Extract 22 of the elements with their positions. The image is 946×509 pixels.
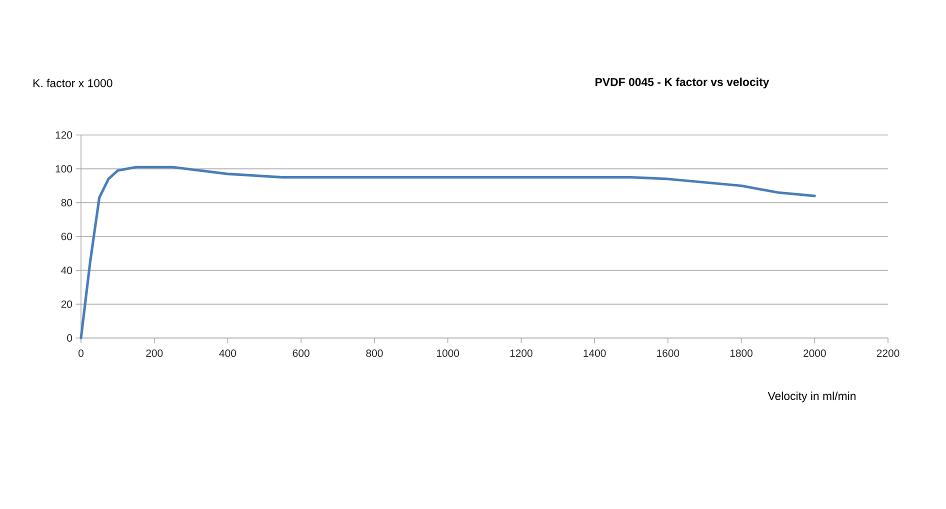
x-tick-label: 1600 [657, 350, 680, 357]
y-axis-title: K. factor x 1000 [33, 78, 112, 88]
x-tick-label: 800 [366, 350, 383, 357]
x-tick-label: 1000 [436, 350, 460, 357]
x-tick-label: 1800 [730, 350, 752, 357]
x-tick-label: 0 [78, 350, 84, 357]
x-tick-label: 200 [146, 350, 163, 357]
x-axis-title: Velocity in ml/min [768, 392, 856, 402]
y-tick-label: 100 [56, 165, 72, 173]
y-tick-label: 80 [61, 198, 72, 206]
y-tick-label: 20 [61, 300, 72, 308]
x-tick-label: 600 [292, 350, 310, 357]
x-tick-label: 1400 [584, 350, 606, 357]
x-tick-label: 2200 [876, 350, 900, 357]
x-tick-label: 1200 [510, 350, 532, 357]
x-tick-label: 2000 [804, 350, 826, 357]
chart-title: PVDF 0045 - K factor vs velocity [596, 78, 770, 88]
y-tick-label: 120 [56, 131, 72, 139]
y-tick-label: 0 [67, 334, 72, 342]
y-tick-label: 60 [61, 232, 72, 240]
y-tick-label: 40 [61, 266, 72, 274]
x-tick-label: 400 [219, 350, 236, 357]
